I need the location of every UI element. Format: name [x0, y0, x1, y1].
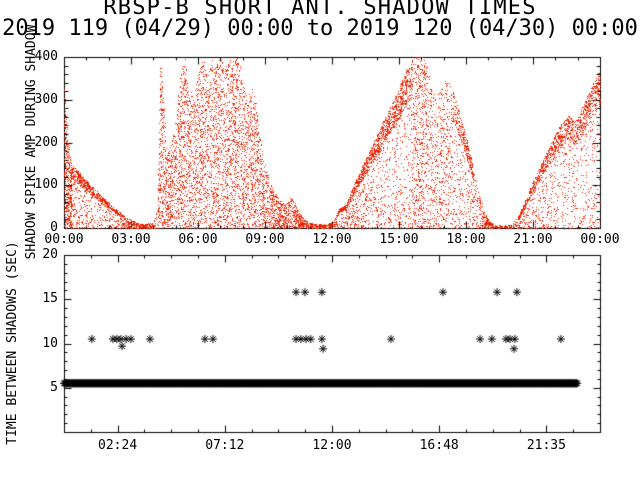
top-x-tick-label: 06:00	[178, 232, 218, 247]
top-y-tick-label: 300	[34, 91, 58, 107]
chart-title: RBSP-B SHORT ANT. SHADOW TIMES	[103, 0, 537, 20]
top-y-tick-label: 0	[50, 220, 58, 235]
top-y-tick-label: 100	[34, 177, 58, 193]
bottom-y-tick-label: 10	[42, 335, 58, 351]
top-x-tick-label: 00:00	[44, 232, 84, 247]
bottom-x-tick-label: 02:24	[98, 438, 138, 453]
top-x-tick-label: 18:00	[446, 232, 486, 247]
bottom-y-tick-label: 5	[50, 379, 58, 395]
top-x-tick-label: 09:00	[245, 232, 285, 247]
bottom-x-tick-label: 21:35	[526, 438, 566, 453]
bottom-x-tick-label: 12:00	[312, 438, 352, 453]
top-x-tick-label: 21:00	[513, 232, 553, 247]
top-x-tick-label: 15:00	[379, 232, 419, 247]
top-y-tick-label: 400	[34, 49, 58, 64]
top-x-tick-label: 12:00	[312, 232, 352, 247]
bottom-y-tick-label: 20	[42, 247, 58, 262]
bottom-x-tick-label: 16:48	[419, 438, 459, 453]
chart-subtitle: 2019 119 (04/29) 00:00 to 2019 120 (04/3…	[2, 16, 638, 41]
top-x-tick-label: 00:00	[580, 232, 620, 247]
bottom-x-tick-label: 07:12	[205, 438, 245, 453]
top-y-tick-label: 200	[34, 134, 58, 150]
bottom-y-tick-label: 15	[42, 291, 58, 307]
top-x-tick-label: 03:00	[111, 232, 151, 247]
